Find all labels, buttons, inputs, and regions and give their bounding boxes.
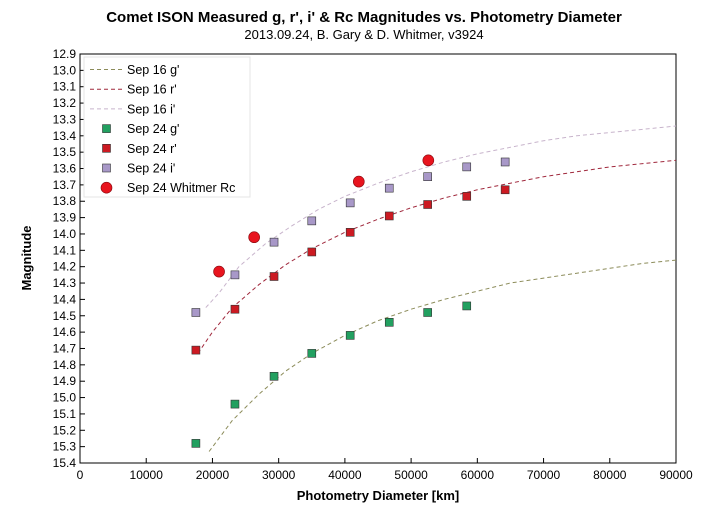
- y-tick-label: 15.3: [53, 440, 77, 454]
- y-tick-label: 14.4: [53, 292, 77, 306]
- x-tick-label: 30000: [262, 468, 296, 482]
- data-point: [191, 345, 201, 355]
- y-tick-label: 14.5: [53, 309, 77, 323]
- chart-subtitle: 2013.09.24, B. Gary & D. Whitmer, v3924: [244, 27, 483, 42]
- x-tick-label: 60000: [461, 468, 495, 482]
- series-layer: [191, 125, 677, 452]
- x-tick-label: 40000: [328, 468, 362, 482]
- data-point: [269, 371, 279, 381]
- chart-title: Comet ISON Measured g, r', i' & Rc Magni…: [106, 9, 622, 26]
- legend-swatch: [102, 144, 111, 153]
- y-tick-label: 14.0: [53, 227, 77, 241]
- data-point: [423, 200, 432, 209]
- y-tick-label: 14.1: [53, 243, 77, 257]
- data-point: [352, 175, 365, 188]
- y-tick-label: 13.1: [53, 80, 77, 94]
- legend-label: Sep 24 i': [127, 162, 175, 176]
- data-point: [230, 399, 240, 409]
- data-point: [307, 349, 317, 358]
- data-point: [307, 216, 317, 226]
- x-axis: 0 10000 20000 30000 40000 50000 60000 70000 8000…: [77, 458, 693, 482]
- y-tick-label: 14.3: [53, 276, 77, 290]
- legend-label: Sep 16 r': [127, 83, 177, 97]
- legend-swatch: [102, 124, 111, 133]
- legend-label: Sep 24 r': [127, 142, 177, 156]
- data-point: [345, 228, 355, 237]
- y-tick-label: 13.6: [53, 162, 77, 176]
- data-point: [307, 247, 317, 257]
- legend-label: Sep 24 g': [127, 122, 179, 136]
- y-tick-label: 15.4: [53, 456, 77, 470]
- x-tick-label: 90000: [659, 468, 693, 482]
- data-point: [345, 331, 355, 340]
- y-tick-label: 15.1: [53, 407, 77, 421]
- x-tick-label: 70000: [527, 468, 561, 482]
- y-axis-title: Magnitude: [19, 226, 34, 291]
- data-point: [462, 162, 472, 172]
- x-tick-label: 20000: [196, 468, 230, 482]
- data-point: [230, 304, 240, 314]
- data-point: [423, 172, 432, 181]
- data-point: [248, 231, 260, 244]
- y-tick-label: 14.2: [53, 260, 77, 274]
- legend-label: Sep 16 g': [127, 63, 179, 77]
- y-tick-label: 15.2: [53, 423, 77, 437]
- data-point: [269, 237, 279, 247]
- data-point: [230, 270, 240, 280]
- y-tick-label: 13.4: [53, 129, 77, 143]
- data-point: [462, 301, 472, 311]
- y-tick-label: 13.9: [53, 211, 77, 225]
- data-point: [423, 308, 432, 317]
- legend-swatch: [102, 163, 111, 173]
- legend: Sep 16 g' Sep 16 r' Sep 16 i' Sep 24 g' Sep …: [83, 56, 251, 198]
- x-tick-label: 0: [77, 468, 84, 482]
- data-point: [269, 272, 279, 281]
- y-tick-label: 13.2: [53, 96, 77, 110]
- series-line: [197, 159, 677, 354]
- y-tick-label: 14.9: [53, 374, 77, 388]
- y-tick-label: 13.0: [53, 63, 77, 77]
- y-tick-label: 14.7: [53, 341, 77, 355]
- y-tick-label: 14.6: [53, 325, 77, 339]
- y-tick-label: 13.8: [53, 194, 77, 208]
- y-tick-label: 12.9: [53, 47, 77, 61]
- data-point: [384, 211, 394, 221]
- y-tick-label: 13.5: [53, 145, 77, 159]
- data-point: [213, 265, 225, 278]
- x-axis-title: Photometry Diameter [km]: [297, 488, 460, 503]
- data-point: [500, 185, 510, 195]
- legend-label: Sep 24 Whitmer Rc: [127, 181, 235, 195]
- y-tick-label: 14.8: [53, 358, 77, 372]
- data-point: [384, 318, 394, 327]
- data-point: [462, 192, 472, 201]
- data-point: [345, 198, 355, 208]
- data-point: [384, 183, 394, 193]
- y-tick-label: 13.7: [53, 178, 77, 192]
- y-axis: 12.9 13.0 13.1 13.2 13.3 13.4 13.5 13.6 13.7 13.8…: [53, 47, 85, 470]
- y-tick-label: 13.3: [53, 112, 77, 126]
- data-point: [191, 308, 201, 317]
- legend-box: [83, 56, 251, 198]
- x-tick-label: 80000: [593, 468, 627, 482]
- legend-label: Sep 16 i': [127, 102, 175, 116]
- x-tick-label: 10000: [130, 468, 164, 482]
- data-point: [500, 157, 510, 167]
- data-point: [191, 439, 201, 448]
- legend-swatch: [100, 181, 113, 194]
- data-point: [422, 154, 435, 167]
- x-tick-label: 50000: [394, 468, 428, 482]
- series-line: [208, 259, 677, 452]
- y-tick-label: 15.0: [53, 391, 77, 405]
